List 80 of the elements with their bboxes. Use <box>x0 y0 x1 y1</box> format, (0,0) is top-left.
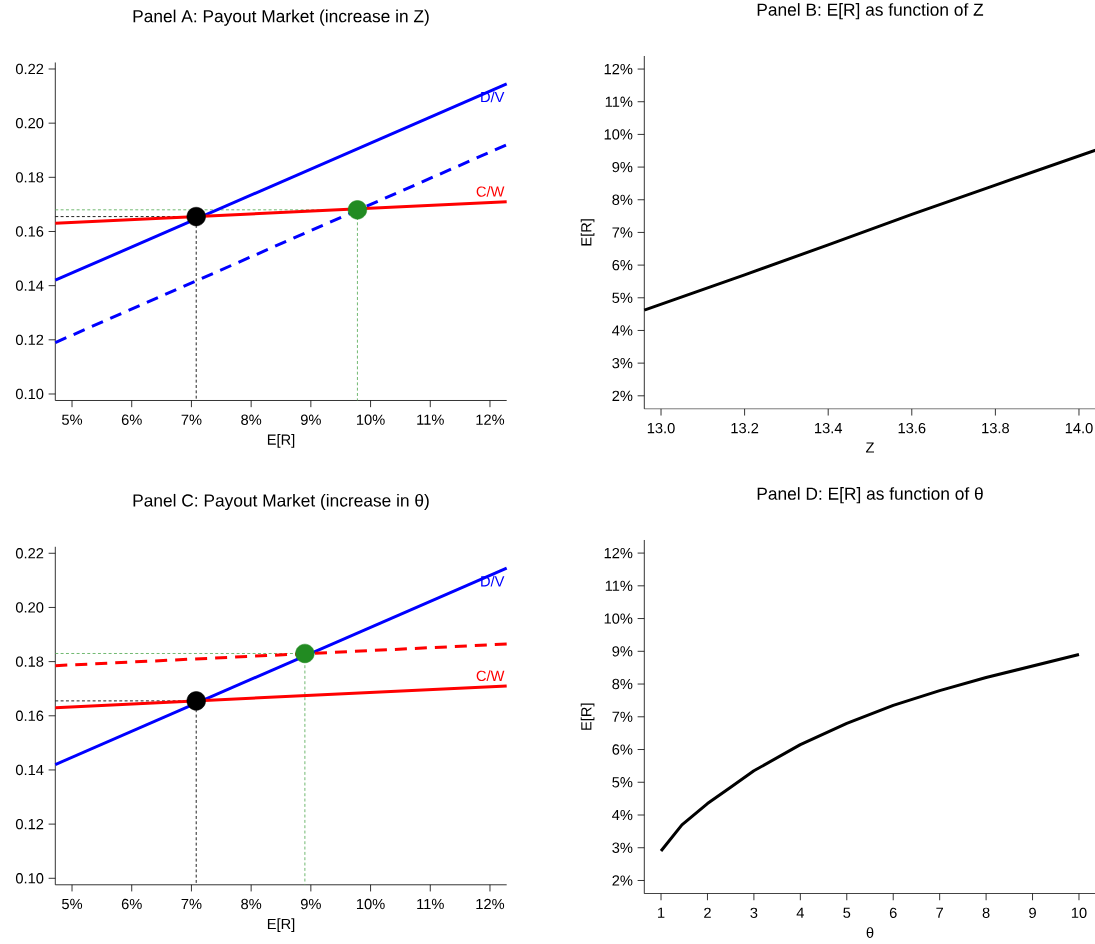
chart-title: Panel C: Payout Market (increase in θ) <box>133 493 429 511</box>
y-tick-label: 4% <box>612 809 633 821</box>
x-tick-label: 11% <box>417 414 444 425</box>
y-tick-label: 11% <box>605 96 633 107</box>
x-tick-label: 2 <box>704 907 711 918</box>
y-tick-label: 7% <box>612 711 633 722</box>
y-tick-label: 0.12 <box>15 334 44 346</box>
y-tick-label: 0.22 <box>15 63 44 75</box>
chart-title: Panel B: E[R] as function of Z <box>757 3 984 20</box>
y-tick-label: 5% <box>612 292 633 303</box>
y-tick-label: 0.10 <box>15 388 44 400</box>
y-tick-label: 5% <box>612 777 633 788</box>
y-tick-label: 0.20 <box>15 117 44 129</box>
x-tick-label: 7% <box>181 898 202 910</box>
x-tick-label: 6% <box>121 414 142 425</box>
y-tick-label: 9% <box>612 646 633 657</box>
x-tick-label: 9% <box>300 898 321 910</box>
x-tick-label: 13.4 <box>815 422 843 434</box>
x-tick-label: 13.8 <box>982 422 1010 434</box>
x-tick-label: 1 <box>658 907 665 918</box>
y-tick-label: 2% <box>612 875 633 886</box>
y-tick-label: 10% <box>604 129 633 140</box>
y-tick-label: 0.18 <box>15 172 44 183</box>
y-axis-title: E[R] <box>580 219 595 246</box>
x-tick-label: 13.0 <box>647 422 675 434</box>
x-tick-label: 6% <box>121 898 142 910</box>
x-tick-label: 8 <box>982 907 990 919</box>
x-tick-label: 6 <box>889 907 897 919</box>
y-axis-title: E[R] <box>580 703 595 730</box>
y-tick-label: 8% <box>612 194 633 205</box>
x-tick-label: 8% <box>241 414 262 425</box>
x-tick-label: 10% <box>356 414 385 425</box>
chart-title: Panel D: E[R] as function of θ <box>757 487 983 504</box>
x-tick-label: 14.0 <box>1065 422 1093 434</box>
x-tick-label: 9% <box>300 414 321 425</box>
x-tick-label: 10 <box>1071 907 1087 919</box>
x-axis-title: E[R] <box>267 918 295 933</box>
y-tick-label: 11% <box>605 580 633 591</box>
y-tick-label: 0.10 <box>15 873 44 884</box>
y-tick-label: 12% <box>604 63 633 75</box>
y-tick-label: 12% <box>604 547 633 559</box>
series-label: C/W <box>476 670 505 682</box>
y-tick-label: 3% <box>612 842 633 853</box>
y-tick-label: 4% <box>612 325 633 336</box>
y-tick-label: 9% <box>612 161 633 173</box>
x-tick-label: 7 <box>936 907 943 918</box>
series-label: C/W <box>476 186 505 197</box>
x-tick-label: 12% <box>476 414 505 425</box>
x-tick-label: 3 <box>750 907 758 919</box>
y-tick-label: 0.16 <box>15 710 44 721</box>
x-tick-label: 5% <box>62 898 83 910</box>
y-tick-label: 0.16 <box>15 226 44 237</box>
x-axis-title: E[R] <box>267 434 295 448</box>
y-tick-label: 6% <box>612 259 633 271</box>
y-tick-label: 3% <box>612 357 633 369</box>
y-tick-label: 0.12 <box>15 818 44 830</box>
y-tick-label: 2% <box>612 390 633 401</box>
y-tick-label: 6% <box>612 744 633 755</box>
x-tick-label: 10% <box>356 898 385 910</box>
y-tick-label: 0.22 <box>15 548 44 559</box>
x-tick-label: 11% <box>417 898 444 910</box>
x-tick-label: 5 <box>843 907 851 918</box>
y-tick-label: 10% <box>604 613 633 624</box>
x-tick-label: 13.2 <box>731 422 759 434</box>
y-tick-label: 0.14 <box>15 764 44 776</box>
y-tick-label: 0.18 <box>15 656 44 667</box>
x-tick-label: 13.6 <box>898 422 926 434</box>
x-tick-label: 8% <box>241 898 262 910</box>
y-tick-label: 0.20 <box>15 602 44 613</box>
chart-title: Panel A: Payout Market (increase in Z) <box>133 9 429 26</box>
y-tick-label: 0.14 <box>15 280 44 291</box>
x-axis-title: θ <box>866 927 874 938</box>
x-axis-title: Z <box>865 442 875 453</box>
y-tick-label: 8% <box>612 678 633 690</box>
x-tick-label: 9 <box>1029 907 1036 919</box>
x-tick-label: 7% <box>181 414 202 425</box>
x-tick-label: 12% <box>476 898 505 910</box>
x-tick-label: 4 <box>796 907 804 918</box>
y-tick-label: 7% <box>612 227 633 238</box>
x-tick-label: 5% <box>62 414 83 425</box>
